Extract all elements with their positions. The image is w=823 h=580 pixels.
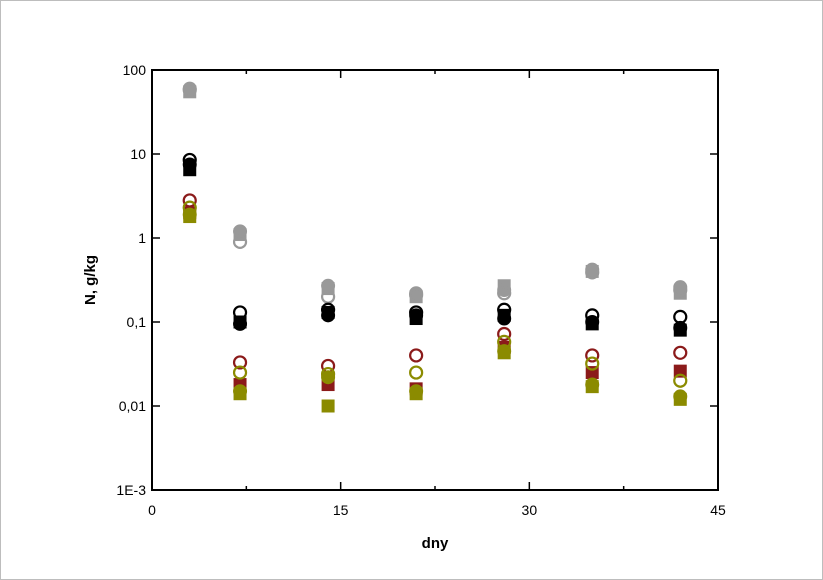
data-point-series-3: [232, 234, 248, 249]
data-point-series-10: [585, 377, 600, 392]
data-point-series-10: [409, 384, 424, 399]
data-point-series-8: [232, 355, 248, 370]
data-point-series-2: [497, 283, 512, 298]
data-point-series-11: [585, 356, 600, 371]
y-tick-label: 1E-3: [116, 482, 146, 498]
data-point-series-3: [182, 82, 197, 97]
data-point-series-6: [673, 309, 688, 325]
data-point-series-5: [673, 320, 688, 335]
y-axis-title: N, g/kg: [82, 255, 99, 305]
data-point-series-8: [585, 348, 600, 363]
data-point-series-11: [232, 365, 248, 380]
data-point-series-6: [585, 308, 600, 323]
data-point-series-6: [497, 302, 512, 317]
data-point-series-2: [673, 280, 688, 295]
y-tick-label: 0,01: [119, 398, 146, 414]
data-point-series-11: [497, 334, 512, 349]
data-point-series-8: [182, 193, 197, 208]
data-point-series-5: [233, 316, 248, 331]
data-point-series-11: [182, 200, 197, 215]
data-point-series-7: [673, 364, 687, 378]
data-point-series-2: [233, 224, 248, 239]
y-tick-label: 10: [130, 146, 146, 162]
data-point-series-10: [321, 370, 336, 385]
y-tick-label: 100: [123, 62, 147, 78]
data-point-series-6: [182, 152, 197, 168]
data-point-series-9: [321, 399, 335, 413]
data-point-series-2: [585, 262, 600, 277]
data-point-series-2: [321, 278, 336, 293]
y-tick-label: 0,1: [127, 314, 147, 330]
plot-area-border: [151, 69, 719, 491]
y-tick-label: 1: [138, 230, 146, 246]
data-point-series-8: [409, 348, 424, 363]
data-point-series-3: [497, 286, 512, 301]
data-point-series-11: [673, 373, 688, 388]
axes: 0 15 30 45 1E-3 0,01 0,1 1 10 100: [116, 62, 726, 518]
data-point-series-11: [320, 366, 336, 382]
data-point-series-10: [233, 384, 248, 399]
data-point-series-5: [182, 157, 197, 172]
data-point-series-6: [409, 305, 424, 320]
x-tick-label: 45: [710, 502, 726, 518]
data-point-series-3: [585, 265, 600, 280]
data-point-series-6: [232, 305, 248, 320]
data-point-series-3: [409, 287, 424, 303]
plot-marks: [182, 81, 688, 413]
data-point-series-6: [320, 302, 336, 317]
data-point-series-5: [409, 308, 424, 323]
x-tick-label: 15: [333, 502, 349, 518]
data-point-series-8: [673, 345, 688, 360]
data-point-series-10: [673, 389, 688, 404]
data-point-series-8: [497, 326, 512, 342]
data-point-series-3: [673, 282, 688, 298]
x-tick-label: 0: [148, 502, 156, 518]
data-point-series-11: [409, 365, 424, 380]
x-axis-title: dny: [422, 535, 449, 552]
x-tick-label: 30: [522, 502, 538, 518]
